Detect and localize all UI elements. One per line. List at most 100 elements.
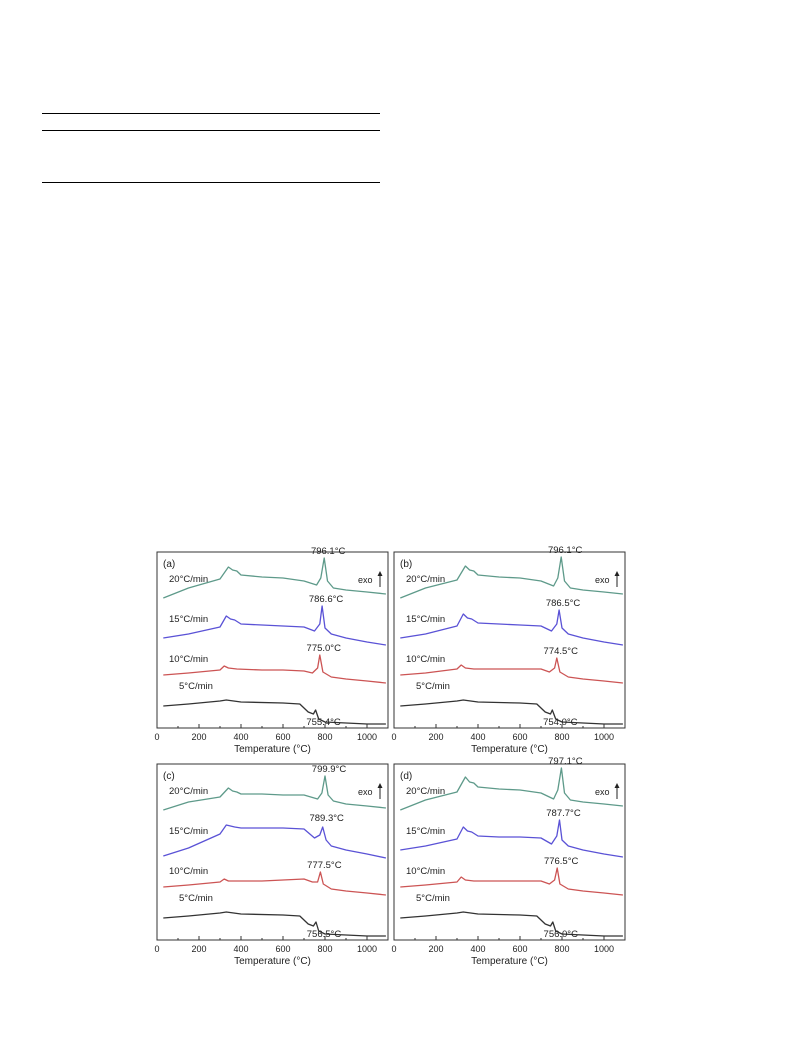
x-tick-label: 200 [191,944,206,954]
x-tick-label: 400 [233,732,248,742]
series-label: 5°C/min [179,893,213,904]
x-tick-label: 800 [554,944,569,954]
series-line [400,556,623,599]
x-tick-label: 0 [154,732,159,742]
series-line [400,767,623,811]
panel-label: (b) [400,559,412,570]
series-line [163,654,386,684]
peak-label: 796.1°C [311,546,346,557]
peak-label: 777.5°C [307,860,342,871]
series-line [400,609,624,646]
peak-label: 796.1°C [548,545,583,556]
exo-arrowhead-icon [614,783,620,788]
dsc-panel-3: (d) exo 0 200 400 600 800 1000 Temperature (°C) 2… [391,756,626,967]
series-line [400,867,623,896]
peak-label: 789.3°C [309,813,344,824]
table-top-rule [42,113,380,114]
x-tick-label: 0 [391,944,396,954]
x-tick-label: 600 [275,732,290,742]
exo-arrowhead-icon [377,571,383,576]
plot-frame [156,763,389,941]
peak-label: 754.0°C [543,717,578,728]
dsc-panel-2: (c) exo 0 200 400 600 800 1000 Temperature (°C) 2… [154,763,389,967]
exo-label: exo [358,787,373,797]
series-label: 10°C/min [406,866,445,877]
x-axis-label: Temperature (°C) [234,956,311,967]
x-tick-label: 400 [470,732,485,742]
series-label: 10°C/min [169,866,208,877]
series-line [163,775,386,811]
exo-label: exo [595,787,610,797]
peak-label: 786.5°C [546,598,581,609]
series-line [163,871,386,896]
series-line [163,557,386,599]
dsc-panel-1: (b) exo 0 200 400 600 800 1000 Temperature (°C) 2… [391,545,626,755]
x-tick-label: 200 [191,732,206,742]
peak-label: 797.1°C [548,756,583,767]
exo-label: exo [595,575,610,585]
series-line [400,819,624,858]
series-line [400,657,623,684]
x-tick-label: 1000 [594,944,614,954]
series-label: 5°C/min [416,681,450,692]
x-tick-label: 400 [233,944,248,954]
x-tick-label: 1000 [357,944,377,954]
series-line [163,699,386,725]
panel-label: (d) [400,771,412,782]
peak-label: 775.0°C [307,643,342,654]
peak-label: 755.4°C [306,717,341,728]
peak-label: 774.5°C [544,646,579,657]
series-label: 20°C/min [169,786,208,797]
x-tick-label: 400 [470,944,485,954]
x-tick-label: 1000 [357,732,377,742]
table-header-rule [42,130,380,131]
series-label: 10°C/min [169,654,208,665]
dsc-panel-0: (a) exo 0 200 400 600 800 1000 Temperature (°C) 2… [154,546,389,755]
series-line [400,911,623,937]
series-label: 20°C/min [406,574,445,585]
series-line [163,824,387,859]
plot-frame [393,551,626,729]
x-tick-label: 800 [317,732,332,742]
series-label: 15°C/min [169,614,208,625]
x-tick-label: 600 [275,944,290,954]
table-bottom-rule [42,182,380,183]
panel-label: (c) [163,771,175,782]
exo-arrowhead-icon [377,783,383,788]
series-label: 20°C/min [406,786,445,797]
series-label: 10°C/min [406,654,445,665]
x-tick-label: 0 [391,732,396,742]
peak-label: 756.5°C [307,929,342,940]
x-tick-label: 800 [317,944,332,954]
series-label: 20°C/min [169,574,208,585]
series-line [163,605,387,646]
x-tick-label: 1000 [594,732,614,742]
series-line [163,911,386,937]
x-axis-label: Temperature (°C) [471,744,548,755]
panel-label: (a) [163,559,175,570]
x-tick-label: 200 [428,944,443,954]
x-axis-label: Temperature (°C) [234,744,311,755]
x-tick-label: 0 [154,944,159,954]
x-axis-label: Temperature (°C) [471,956,548,967]
plot-frame [393,763,626,941]
plot-frame [156,551,389,729]
x-tick-label: 600 [512,944,527,954]
peak-label: 787.7°C [546,808,581,819]
peak-label: 799.9°C [312,764,347,775]
x-tick-label: 800 [554,732,569,742]
x-tick-label: 600 [512,732,527,742]
series-line [400,699,623,725]
peak-label: 786.6°C [309,594,344,605]
series-label: 5°C/min [416,893,450,904]
peak-label: 776.5°C [544,856,579,867]
series-label: 15°C/min [406,614,445,625]
series-label: 15°C/min [169,826,208,837]
peak-label: 756.0°C [544,929,579,940]
series-label: 15°C/min [406,826,445,837]
exo-arrowhead-icon [614,571,620,576]
exo-label: exo [358,575,373,585]
x-tick-label: 200 [428,732,443,742]
series-label: 5°C/min [179,681,213,692]
